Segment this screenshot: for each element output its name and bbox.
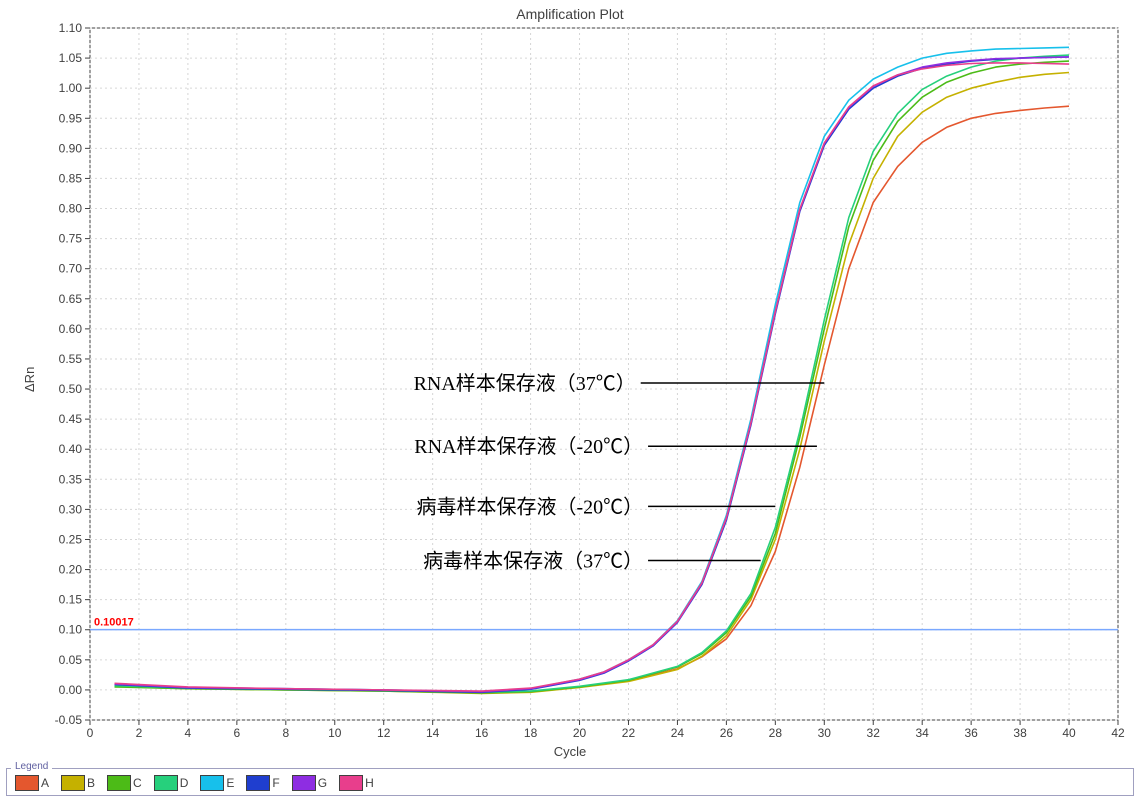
- legend-swatch-C: [107, 775, 131, 791]
- legend-swatch-G: [292, 775, 316, 791]
- annotation-text-3: 病毒样本保存液（37℃）: [423, 550, 643, 573]
- legend-item-G: G: [292, 775, 327, 791]
- xtick-label: 10: [328, 726, 342, 740]
- threshold-label: 0.10017: [94, 617, 134, 629]
- legend-swatch-D: [154, 775, 178, 791]
- ytick-label: 0.90: [59, 141, 83, 155]
- ytick-label: 1.05: [59, 51, 83, 65]
- legend-item-E: E: [200, 775, 234, 791]
- amplification-plot-container: Amplification Plot ΔRn Cycle 02468101214…: [0, 0, 1140, 801]
- ytick-label: 0.95: [59, 111, 83, 125]
- ytick-label: 0.45: [59, 412, 83, 426]
- xtick-label: 16: [475, 726, 489, 740]
- xtick-label: 32: [867, 726, 881, 740]
- ytick-label: 0.80: [59, 202, 83, 216]
- legend-item-C: C: [107, 775, 142, 791]
- ytick-label: 0.00: [59, 683, 83, 697]
- annotation-text-0: RNA样本保存液（37℃）: [414, 372, 636, 395]
- xtick-label: 26: [720, 726, 734, 740]
- ytick-label: -0.05: [55, 713, 83, 727]
- legend-label-C: C: [133, 776, 142, 790]
- xtick-label: 18: [524, 726, 538, 740]
- xtick-label: 4: [185, 726, 192, 740]
- annotation-text-1: RNA样本保存液（-20℃）: [414, 435, 643, 458]
- ytick-label: 0.35: [59, 472, 83, 486]
- legend-tab-label: Legend: [11, 761, 52, 772]
- ytick-label: 0.55: [59, 352, 83, 366]
- xtick-label: 6: [234, 726, 241, 740]
- ytick-label: 0.15: [59, 593, 83, 607]
- xtick-label: 12: [377, 726, 391, 740]
- xtick-label: 34: [916, 726, 930, 740]
- legend-swatch-E: [200, 775, 224, 791]
- ytick-label: 0.20: [59, 563, 83, 577]
- ytick-label: 0.50: [59, 382, 83, 396]
- legend-swatch-F: [246, 775, 270, 791]
- legend-label-A: A: [41, 776, 49, 790]
- xtick-label: 40: [1062, 726, 1076, 740]
- legend-swatch-A: [15, 775, 39, 791]
- ytick-label: 0.85: [59, 171, 83, 185]
- annotation-text-2: 病毒样本保存液（-20℃）: [416, 495, 643, 518]
- ytick-label: 0.60: [59, 322, 83, 336]
- xtick-label: 0: [87, 726, 94, 740]
- legend-item-H: H: [339, 775, 374, 791]
- legend-item-F: F: [246, 775, 279, 791]
- xtick-label: 42: [1111, 726, 1125, 740]
- xtick-label: 20: [573, 726, 587, 740]
- xtick-label: 38: [1013, 726, 1027, 740]
- ytick-label: 0.05: [59, 653, 83, 667]
- xtick-label: 28: [769, 726, 783, 740]
- ytick-label: 0.30: [59, 502, 83, 516]
- ytick-label: 0.75: [59, 232, 83, 246]
- ytick-label: 0.65: [59, 292, 83, 306]
- xtick-label: 14: [426, 726, 440, 740]
- legend-panel: Legend ABCDEFGH: [6, 768, 1134, 796]
- legend-swatch-B: [61, 775, 85, 791]
- xtick-label: 8: [282, 726, 289, 740]
- ytick-label: 1.10: [59, 21, 83, 35]
- legend-item-B: B: [61, 775, 95, 791]
- legend-swatch-H: [339, 775, 363, 791]
- xtick-label: 2: [136, 726, 143, 740]
- ytick-label: 0.25: [59, 532, 83, 546]
- legend-label-D: D: [180, 776, 189, 790]
- xtick-label: 22: [622, 726, 636, 740]
- xtick-label: 24: [671, 726, 685, 740]
- ytick-label: 0.10: [59, 623, 83, 637]
- legend-item-D: D: [154, 775, 189, 791]
- legend-label-G: G: [318, 776, 327, 790]
- xtick-label: 30: [818, 726, 832, 740]
- legend-label-F: F: [272, 776, 279, 790]
- chart-svg: 024681012141618202224262830323436384042-…: [0, 0, 1140, 801]
- legend-label-E: E: [226, 776, 234, 790]
- ytick-label: 1.00: [59, 81, 83, 95]
- legend-label-H: H: [365, 776, 374, 790]
- legend-label-B: B: [87, 776, 95, 790]
- legend-item-A: A: [15, 775, 49, 791]
- xtick-label: 36: [964, 726, 978, 740]
- ytick-label: 0.70: [59, 262, 83, 276]
- ytick-label: 0.40: [59, 442, 83, 456]
